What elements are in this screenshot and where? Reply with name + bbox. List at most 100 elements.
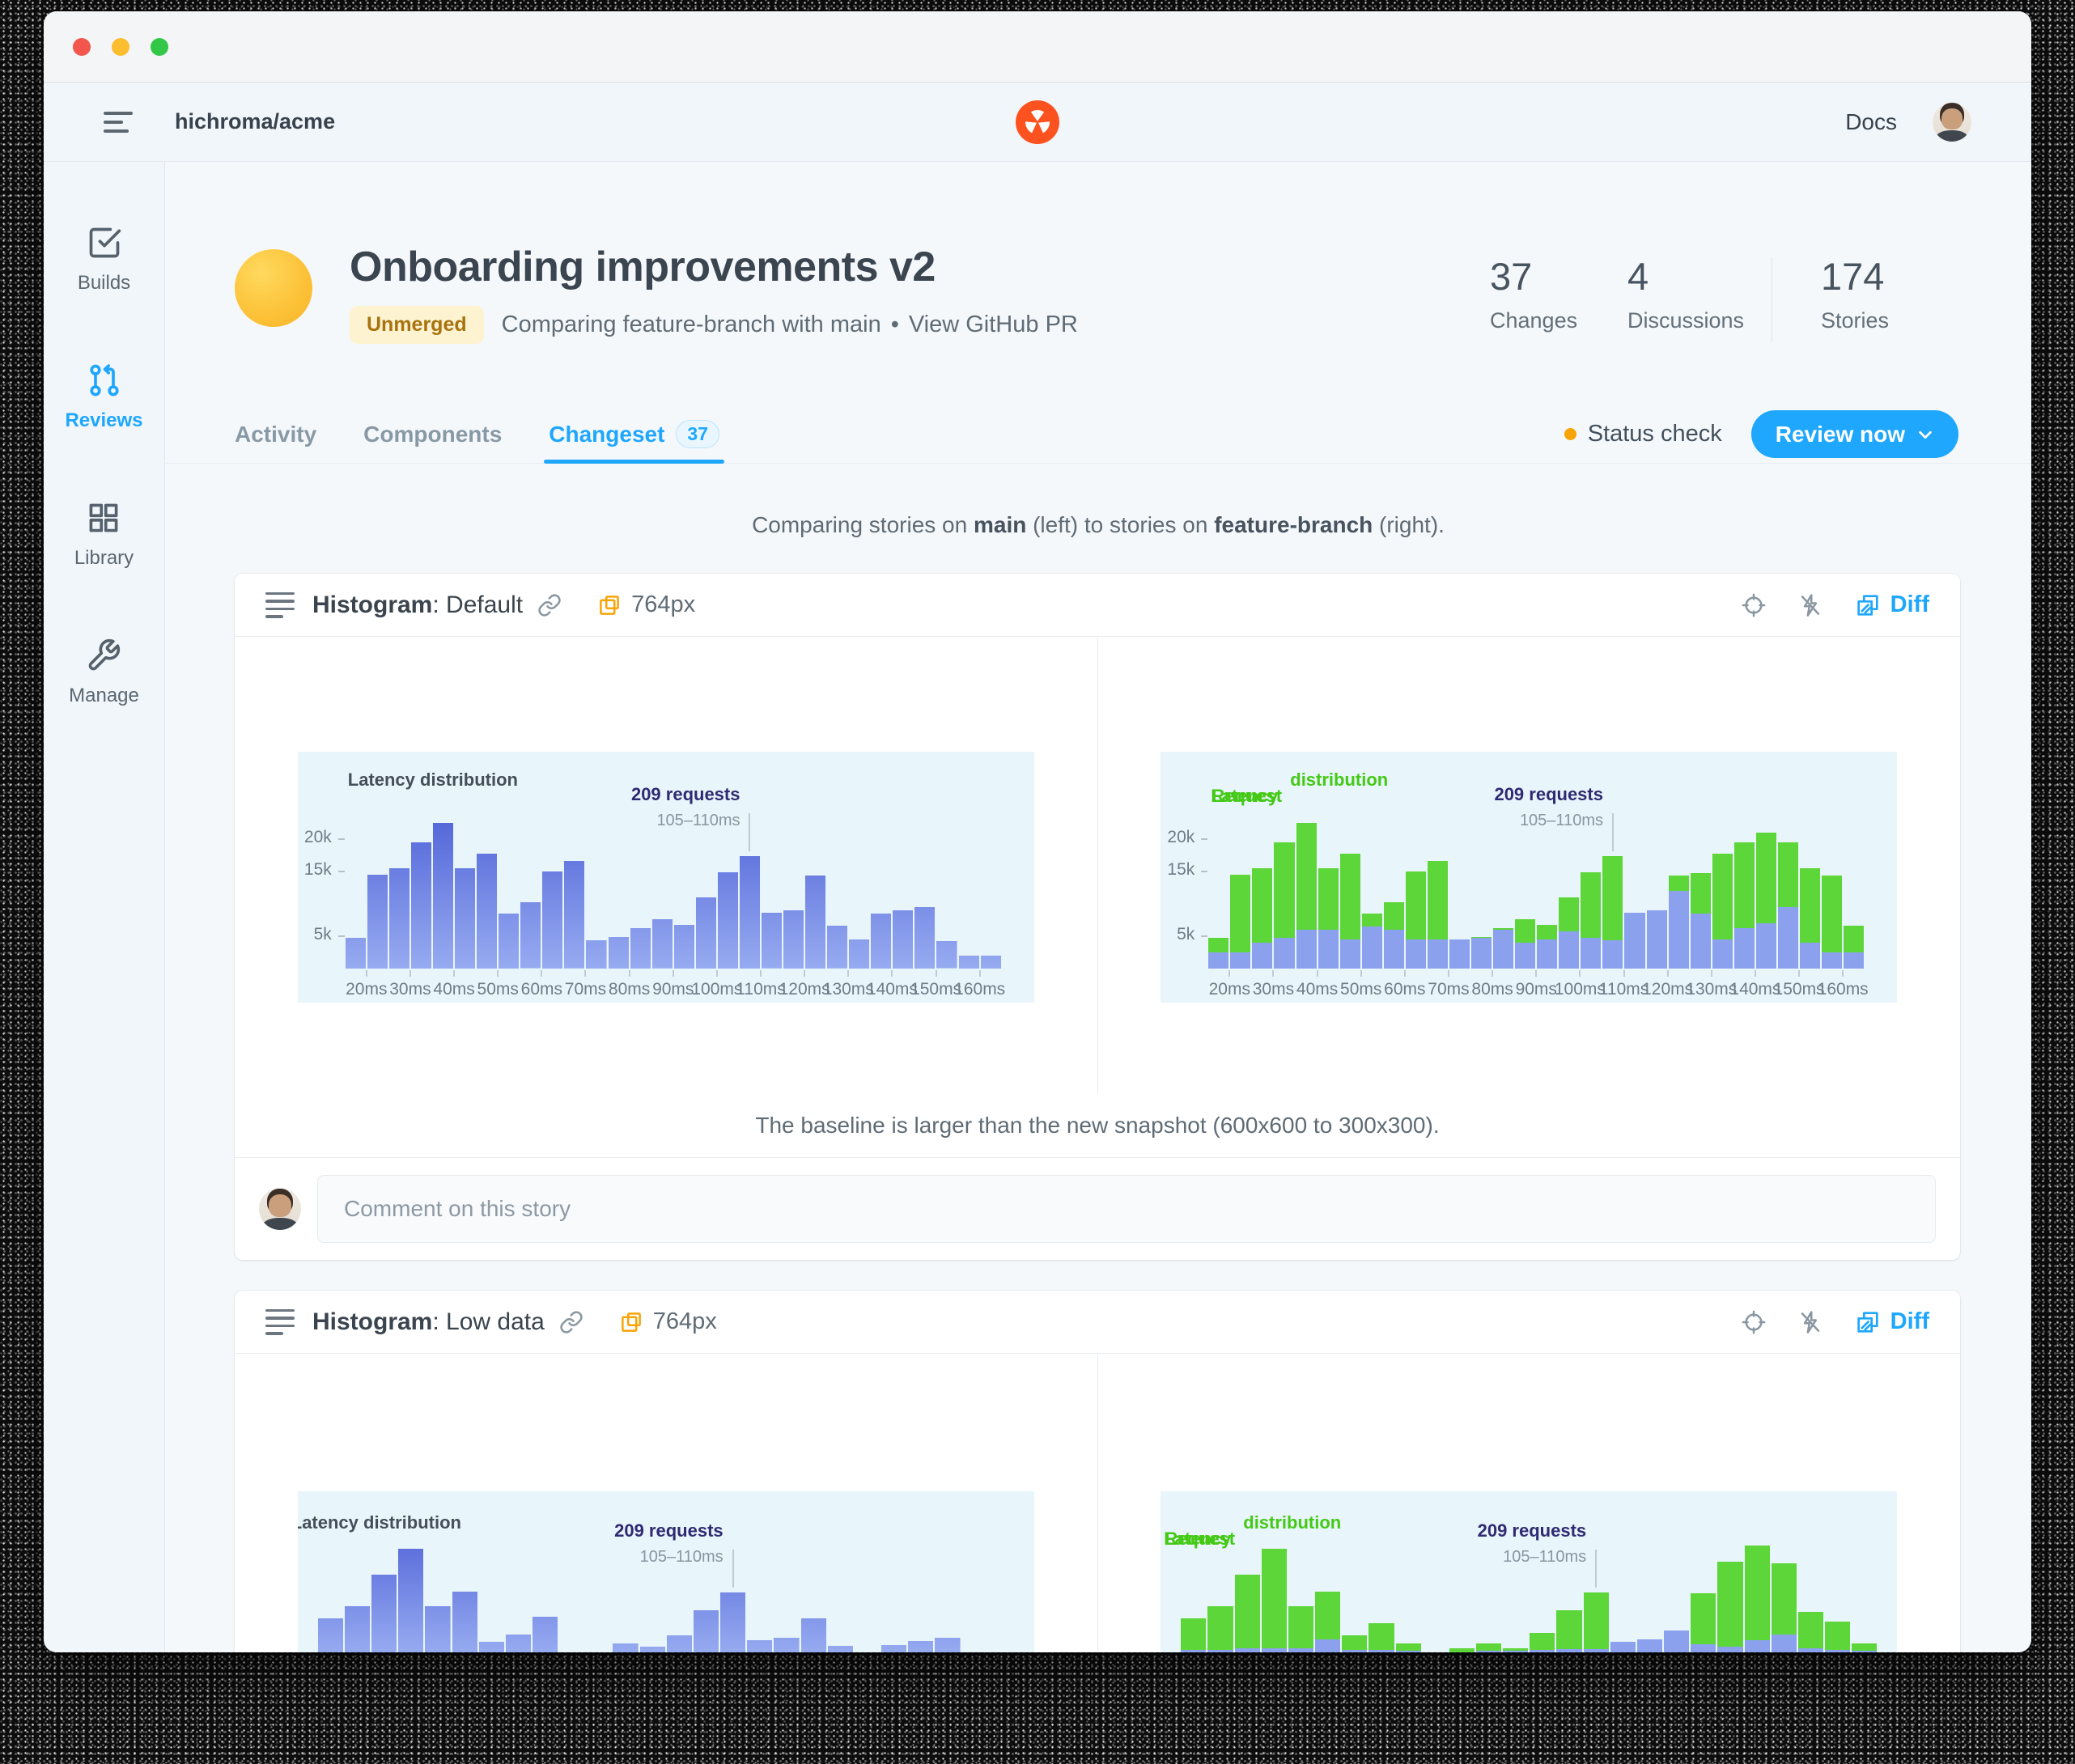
review-status-avatar — [235, 249, 312, 327]
bar — [1822, 952, 1843, 969]
review-now-button[interactable]: Review now — [1750, 410, 1958, 458]
tab-changeset[interactable]: Changeset 37 — [544, 405, 724, 464]
sidebar-item-library[interactable]: Library — [74, 500, 134, 570]
bar-slot — [848, 813, 870, 969]
x-axis-tick-label: 130ms — [1686, 980, 1738, 999]
tab-components[interactable]: Components — [363, 421, 503, 447]
viewport-selector[interactable]: 764px — [619, 1308, 717, 1335]
bar — [1691, 1644, 1716, 1652]
bar — [1624, 913, 1645, 969]
bar — [1368, 1622, 1394, 1652]
bar-slot — [673, 813, 695, 969]
bar — [893, 910, 914, 969]
bar-slot — [1368, 1527, 1394, 1652]
chart-title: Latency distribution — [297, 1512, 461, 1533]
y-axis-tick-label: 20k — [1167, 828, 1195, 846]
bar-slot — [1339, 813, 1361, 969]
link-icon[interactable] — [559, 1310, 583, 1334]
bar — [908, 1641, 934, 1652]
bar — [1339, 939, 1360, 969]
flash-off-icon[interactable] — [1798, 1310, 1823, 1334]
y-axis-tick-label: 5k — [313, 925, 332, 943]
bar-slot — [1529, 1527, 1555, 1652]
x-axis-tick — [628, 970, 630, 977]
bar-slot — [1361, 813, 1383, 969]
bar-slot — [870, 813, 892, 969]
comment-input[interactable] — [317, 1175, 1936, 1243]
x-axis-tick-label: 30ms — [389, 980, 431, 999]
bar-slot — [651, 813, 673, 969]
status-check[interactable]: Status check — [1564, 421, 1722, 447]
bar — [1691, 1592, 1716, 1652]
crosshair-icon[interactable] — [1742, 1310, 1766, 1334]
bar — [1530, 1650, 1555, 1652]
y-axis-tick-label: 15k — [1167, 860, 1195, 879]
x-axis-tick-label: 90ms — [652, 980, 694, 999]
bar — [1825, 1622, 1851, 1652]
annotation-range: 105–110ms — [639, 1548, 723, 1566]
chart-annotation: 209 requests 105–110ms — [345, 752, 1002, 969]
org-name[interactable]: hichroma/acme — [175, 109, 336, 134]
bar-slot — [695, 813, 717, 969]
sidebar: Builds Reviews Library Manage — [44, 162, 165, 1652]
x-axis-tick — [497, 970, 499, 977]
bar-slot — [1799, 813, 1821, 969]
traffic-light-zoom[interactable] — [151, 37, 168, 56]
bar — [1427, 939, 1448, 969]
bar — [1230, 952, 1251, 969]
chromatic-logo-icon[interactable] — [1016, 100, 1059, 144]
x-axis-tick — [891, 970, 893, 977]
x-axis-tick — [715, 970, 718, 977]
github-pr-link[interactable]: View GitHub PR — [908, 312, 1078, 337]
bar — [1668, 891, 1689, 969]
link-icon[interactable] — [537, 593, 562, 617]
traffic-light-minimize[interactable] — [112, 37, 129, 56]
subtitle-separator: • — [890, 312, 899, 337]
story-menu-icon[interactable] — [265, 1308, 295, 1335]
x-axis-tick-label: 140ms — [866, 980, 918, 999]
bar — [613, 1643, 639, 1652]
sidebar-item-reviews[interactable]: Reviews — [65, 363, 143, 432]
sidebar-item-manage[interactable]: Manage — [69, 638, 139, 707]
menu-lines-icon[interactable] — [104, 111, 136, 133]
bar — [1559, 931, 1580, 969]
comment-user-avatar — [259, 1188, 301, 1230]
story-menu-icon[interactable] — [265, 592, 295, 618]
diff-toggle[interactable]: Diff — [1855, 1308, 1929, 1335]
bar-slot — [804, 813, 826, 969]
bar-slot — [1744, 1527, 1771, 1652]
baseline-snapshot-chart[interactable]: Latency distribution 209 requests 105–110m… — [297, 1491, 1034, 1652]
bar-slot — [1314, 1527, 1341, 1652]
bar — [1503, 1647, 1529, 1652]
bar — [1583, 1592, 1609, 1652]
bar — [1771, 1634, 1797, 1652]
story-card-histogram-default: Histogram: Default 764px — [235, 574, 1960, 1260]
bar — [398, 1549, 424, 1652]
x-axis-tick — [1623, 970, 1625, 977]
bar — [881, 1644, 907, 1652]
bar-slot — [1558, 813, 1580, 969]
viewport-selector[interactable]: 764px — [597, 592, 695, 618]
x-axis-tick-label: 50ms — [1340, 980, 1382, 999]
sidebar-item-builds[interactable]: Builds — [78, 225, 130, 295]
bar — [1610, 1641, 1636, 1652]
user-avatar[interactable] — [1933, 102, 1971, 142]
bar — [783, 910, 804, 969]
story-card-histogram-low-data: Histogram: Low data 764px — [235, 1291, 1960, 1652]
traffic-light-close[interactable] — [73, 37, 91, 56]
tab-activity[interactable]: Activity — [235, 421, 317, 447]
x-axis-tick — [1754, 970, 1756, 977]
new-snapshot-diff-chart[interactable]: Latency Request distribution 209 requests 10… — [1161, 1491, 1898, 1652]
bar-slot — [1251, 813, 1273, 969]
bar-slot — [783, 813, 804, 969]
bar-slot — [498, 813, 520, 969]
docs-link[interactable]: Docs — [1845, 108, 1897, 134]
diff-toggle[interactable]: Diff — [1855, 592, 1929, 618]
bar — [1844, 952, 1865, 969]
flash-off-icon[interactable] — [1798, 593, 1823, 617]
baseline-snapshot-chart[interactable]: Latency distribution 5k 15k 20k 20ms 30ms 40ms… — [297, 752, 1034, 1003]
bar — [1799, 943, 1820, 969]
new-snapshot-diff-chart[interactable]: Latency Request distribution 5k 15k 20k 20ms 30… — [1161, 752, 1898, 1003]
bar — [1503, 1650, 1529, 1652]
crosshair-icon[interactable] — [1742, 593, 1766, 617]
